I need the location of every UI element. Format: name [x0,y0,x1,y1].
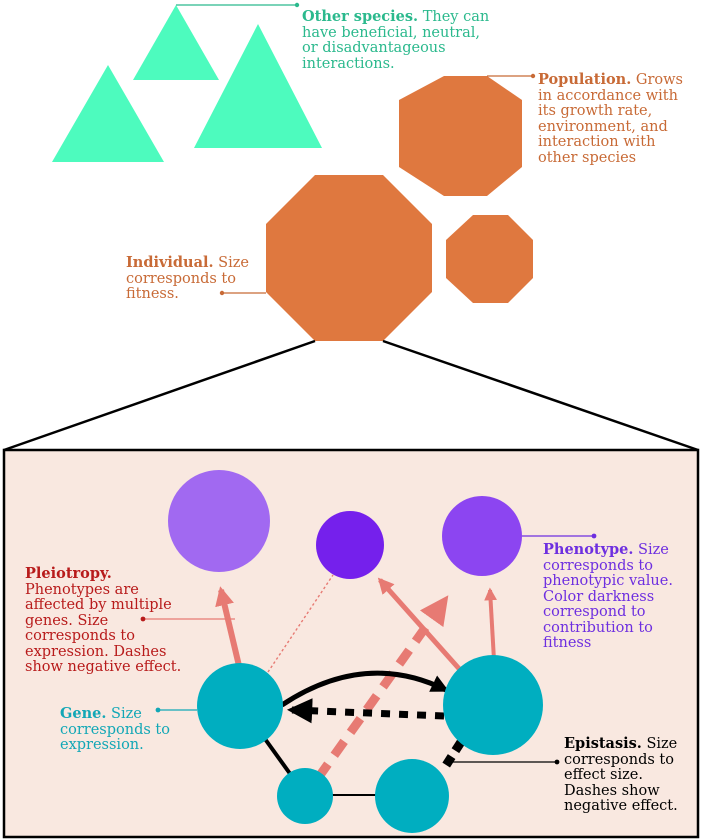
population-line-1: Grows [635,72,683,88]
species-triangle-top [133,5,219,80]
epistasis-arrow-g2-g1-neg [286,698,445,724]
pleiotropy-line-2: affected by multiple [25,597,172,613]
phenotype-line-3: phenotypic value. [543,573,673,589]
pleiotropy-line-4: corresponds to [25,628,135,644]
phenotype-line-4: Color darkness [543,588,655,605]
population-leader-dot [530,73,536,79]
phenotype-line-5: correspond to [543,604,646,620]
population-title: Population. [538,71,632,88]
individual-line-3: fitness. [126,286,179,302]
gene-node-1 [197,663,283,749]
pleiotropy-arrow-g1-p1 [215,586,243,671]
phenotype-label: Phenotype. Size corresponds to phenotypi… [543,542,699,652]
population-label: Population. Grows in accordance with its… [538,72,702,166]
pleiotropy-label: Pleiotropy. Phenotypes are affected by m… [25,566,195,676]
species-triangle-left [52,65,164,162]
epistasis-line-1: Size [646,736,678,752]
individual-leader-dot [219,290,225,296]
epistasis-line-2: corresponds to [564,751,674,768]
gene-line-2: corresponds to [60,721,170,738]
population-line-6: other species [538,149,637,166]
other-species-line-4: interactions. [302,55,395,72]
phenotype-line-1: Size [638,542,669,558]
gene-node-4 [375,759,449,833]
gene-label: Gene. Size corresponds to expression. [60,706,190,754]
pleiotropy-title: Pleiotropy. [25,565,112,582]
species-triangle-right [194,24,322,148]
gene-line-3: expression. [60,737,144,753]
phenotype-node-3 [442,496,522,576]
pleiotropy-leader-dot [140,616,146,622]
phenotype-line-2: corresponds to [543,557,653,574]
gene-node-3 [277,768,333,824]
epistasis-line-4: Dashes show [564,782,660,799]
individual-label: Individual. Size corresponds to fitness. [126,255,266,303]
population-octagon-small [446,215,533,303]
gene-leader-dot [155,707,161,713]
phenotype-line-7: fitness [543,635,592,651]
zoom-line-right [382,339,699,452]
population-line-3: its growth rate, [538,103,653,119]
epistasis-arrow-g1-g2 [280,670,450,708]
other-species-line-2: have beneficial, neutral, [302,24,480,41]
zoom-line-left [3,339,316,452]
gene-node-2 [443,655,543,755]
pleiotropy-line-6: show negative effect. [25,659,182,675]
species-leader-dot [294,2,300,8]
individual-title: Individual. [126,254,214,271]
pleiotropy-line-5: expression. Dashes [25,643,167,660]
phenotype-node-1 [168,470,270,572]
population-octagon-large [399,76,522,196]
individual-line-2: corresponds to [126,270,236,287]
population-line-2: in accordance with [538,87,678,104]
individual-octagon [266,175,432,341]
pleiotropy-line-3: genes. Size [25,612,109,629]
other-species-label: Other species. They can have beneficial,… [302,9,562,72]
epistasis-label: Epistasis. Size corresponds to effect si… [564,736,700,815]
pleiotropy-arrow-g1-p2-neg [267,574,334,673]
population-line-4: environment, and [538,118,668,135]
epistasis-line-5: negative effect. [564,798,678,814]
other-species-line-1: They can [422,9,490,25]
pleiotropy-line-1: Phenotypes are [25,581,139,598]
individual-line-1: Size [218,255,249,271]
pleiotropy-arrow-g2-p3 [484,587,497,661]
gene-line-1: Size [111,706,142,722]
phenotype-leader-dot [591,533,597,539]
other-species-line-3: or disadvantageous [302,40,446,56]
pleiotropy-arrow-g3-p3-neg [314,595,449,781]
epistasis-leader-dot [554,759,560,765]
population-line-5: interaction with [538,134,656,150]
other-species-title: Other species. [302,8,419,25]
phenotype-title: Phenotype. [543,541,634,558]
epistasis-title: Epistasis. [564,735,642,752]
phenotype-node-2 [316,511,384,579]
gene-title: Gene. [60,705,107,722]
epistasis-line-3: effect size. [564,767,643,783]
phenotype-line-6: contribution to [543,619,653,636]
